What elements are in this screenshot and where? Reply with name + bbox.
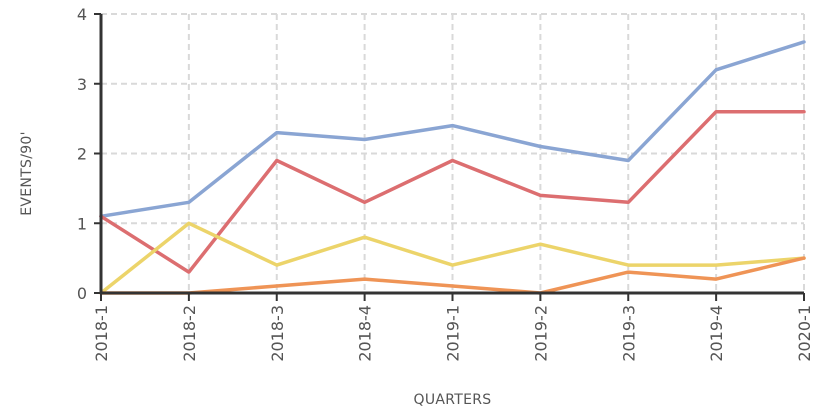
x-tick-label: 2018-3 (268, 305, 287, 362)
x-tick-label: 2019-2 (531, 305, 550, 362)
series-blue-line (99, 40, 806, 219)
series-yellow-line (99, 221, 806, 295)
x-tick-labels: 2018-1 2018-2 2018-3 2018-4 2019-1 2019-2 2019… (92, 305, 814, 362)
y-tick-labels: 0 1 2 3 4 (77, 5, 87, 303)
x-tick-label: 2019-1 (444, 305, 463, 362)
grid (101, 13, 805, 293)
x-tick-label: 2019-3 (619, 305, 638, 362)
axes (94, 13, 805, 301)
x-tick-label: 2018-2 (180, 305, 199, 362)
x-tick-label: 2018-1 (92, 305, 111, 362)
series-red-line (99, 109, 806, 274)
x-tick-label: 2020-1 (795, 305, 814, 362)
series-group (99, 40, 806, 295)
x-axis-title: QUARTERS (414, 392, 492, 408)
x-tick-label: 2018-4 (356, 305, 375, 362)
y-tick-label: 1 (77, 214, 87, 233)
y-axis-title: EVENTS/90' (19, 131, 35, 216)
x-tick-label: 2019-4 (707, 305, 726, 362)
y-tick-label: 3 (77, 75, 87, 94)
series-orange-line (99, 256, 806, 295)
y-tick-label: 2 (77, 145, 87, 164)
y-tick-label: 0 (77, 284, 87, 303)
y-tick-label: 4 (77, 5, 87, 24)
